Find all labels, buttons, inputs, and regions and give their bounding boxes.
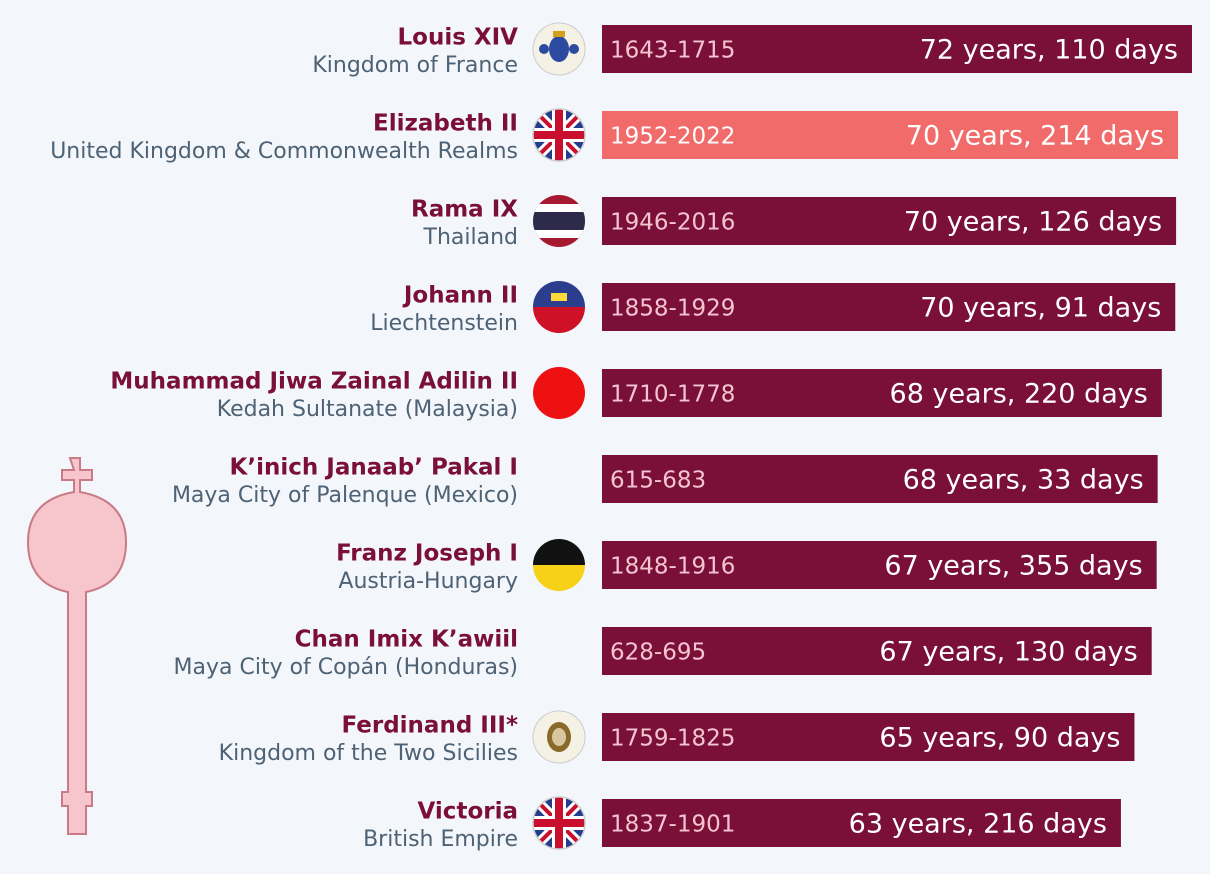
flag-austria-hungary <box>533 539 585 591</box>
realm-name: Maya City of Copán (Honduras) <box>174 655 518 680</box>
bar <box>602 111 1179 159</box>
realm-name: British Empire <box>363 827 518 852</box>
bar <box>602 283 1176 331</box>
period-label: 1837-1901 <box>610 812 735 838</box>
value-label: 67 years, 355 days <box>884 551 1142 582</box>
period-label: 1643-1715 <box>610 38 735 64</box>
monarch-name: Chan Imix K’awiil <box>295 627 518 653</box>
period-label: 1858-1929 <box>610 296 735 322</box>
monarch-name: Elizabeth II <box>373 111 518 137</box>
period-label: 1952-2022 <box>610 124 735 150</box>
monarch-name: K’inich Janaab’ Pakal I <box>230 455 518 481</box>
flag-france <box>532 22 586 76</box>
bar <box>602 541 1157 589</box>
bar <box>602 713 1135 761</box>
monarch-name: Victoria <box>418 799 518 825</box>
flag-uk <box>529 793 589 853</box>
monarch-name: Johann II <box>402 283 518 309</box>
monarch-name: Louis XIV <box>397 25 518 51</box>
realm-name: Liechtenstein <box>370 311 518 336</box>
realm-name: Maya City of Palenque (Mexico) <box>172 483 518 508</box>
realm-name: Kingdom of France <box>312 53 518 78</box>
value-label: 63 years, 216 days <box>849 809 1107 840</box>
bar <box>602 627 1152 675</box>
period-label: 1710-1778 <box>610 382 735 408</box>
monarch-name: Ferdinand III* <box>341 713 518 739</box>
flag-two-sicilies <box>532 710 586 764</box>
value-label: 68 years, 33 days <box>903 465 1144 496</box>
scepter-decoration <box>26 457 128 835</box>
bar <box>602 197 1177 245</box>
bar <box>602 369 1162 417</box>
flag-kedah <box>533 367 585 419</box>
value-label: 70 years, 91 days <box>920 293 1161 324</box>
period-label: 628-695 <box>610 640 706 666</box>
flag-uk <box>529 105 589 165</box>
bar <box>602 799 1121 847</box>
value-label: 67 years, 130 days <box>879 637 1137 668</box>
bar <box>602 25 1192 73</box>
value-label: 70 years, 126 days <box>904 207 1162 238</box>
period-label: 1848-1916 <box>610 554 735 580</box>
monarch-name: Rama IX <box>411 197 518 223</box>
realm-name: Kingdom of the Two Sicilies <box>219 741 518 766</box>
realm-name: Thailand <box>423 225 518 250</box>
value-label: 70 years, 214 days <box>906 121 1164 152</box>
period-label: 615-683 <box>610 468 706 494</box>
value-label: 65 years, 90 days <box>879 723 1120 754</box>
monarch-name: Muhammad Jiwa Zainal Adilin II <box>110 369 518 395</box>
realm-name: Kedah Sultanate (Malaysia) <box>217 397 518 422</box>
period-label: 1759-1825 <box>610 726 735 752</box>
value-label: 68 years, 220 days <box>890 379 1148 410</box>
flag-liechtenstein <box>533 281 585 333</box>
realm-name: Austria-Hungary <box>338 569 518 594</box>
bar <box>602 455 1158 503</box>
monarch-name: Franz Joseph I <box>336 541 518 567</box>
realm-name: United Kingdom & Commonwealth Realms <box>50 139 518 164</box>
flag-thailand <box>533 195 585 247</box>
period-label: 1946-2016 <box>610 210 735 236</box>
value-label: 72 years, 110 days <box>920 35 1178 66</box>
